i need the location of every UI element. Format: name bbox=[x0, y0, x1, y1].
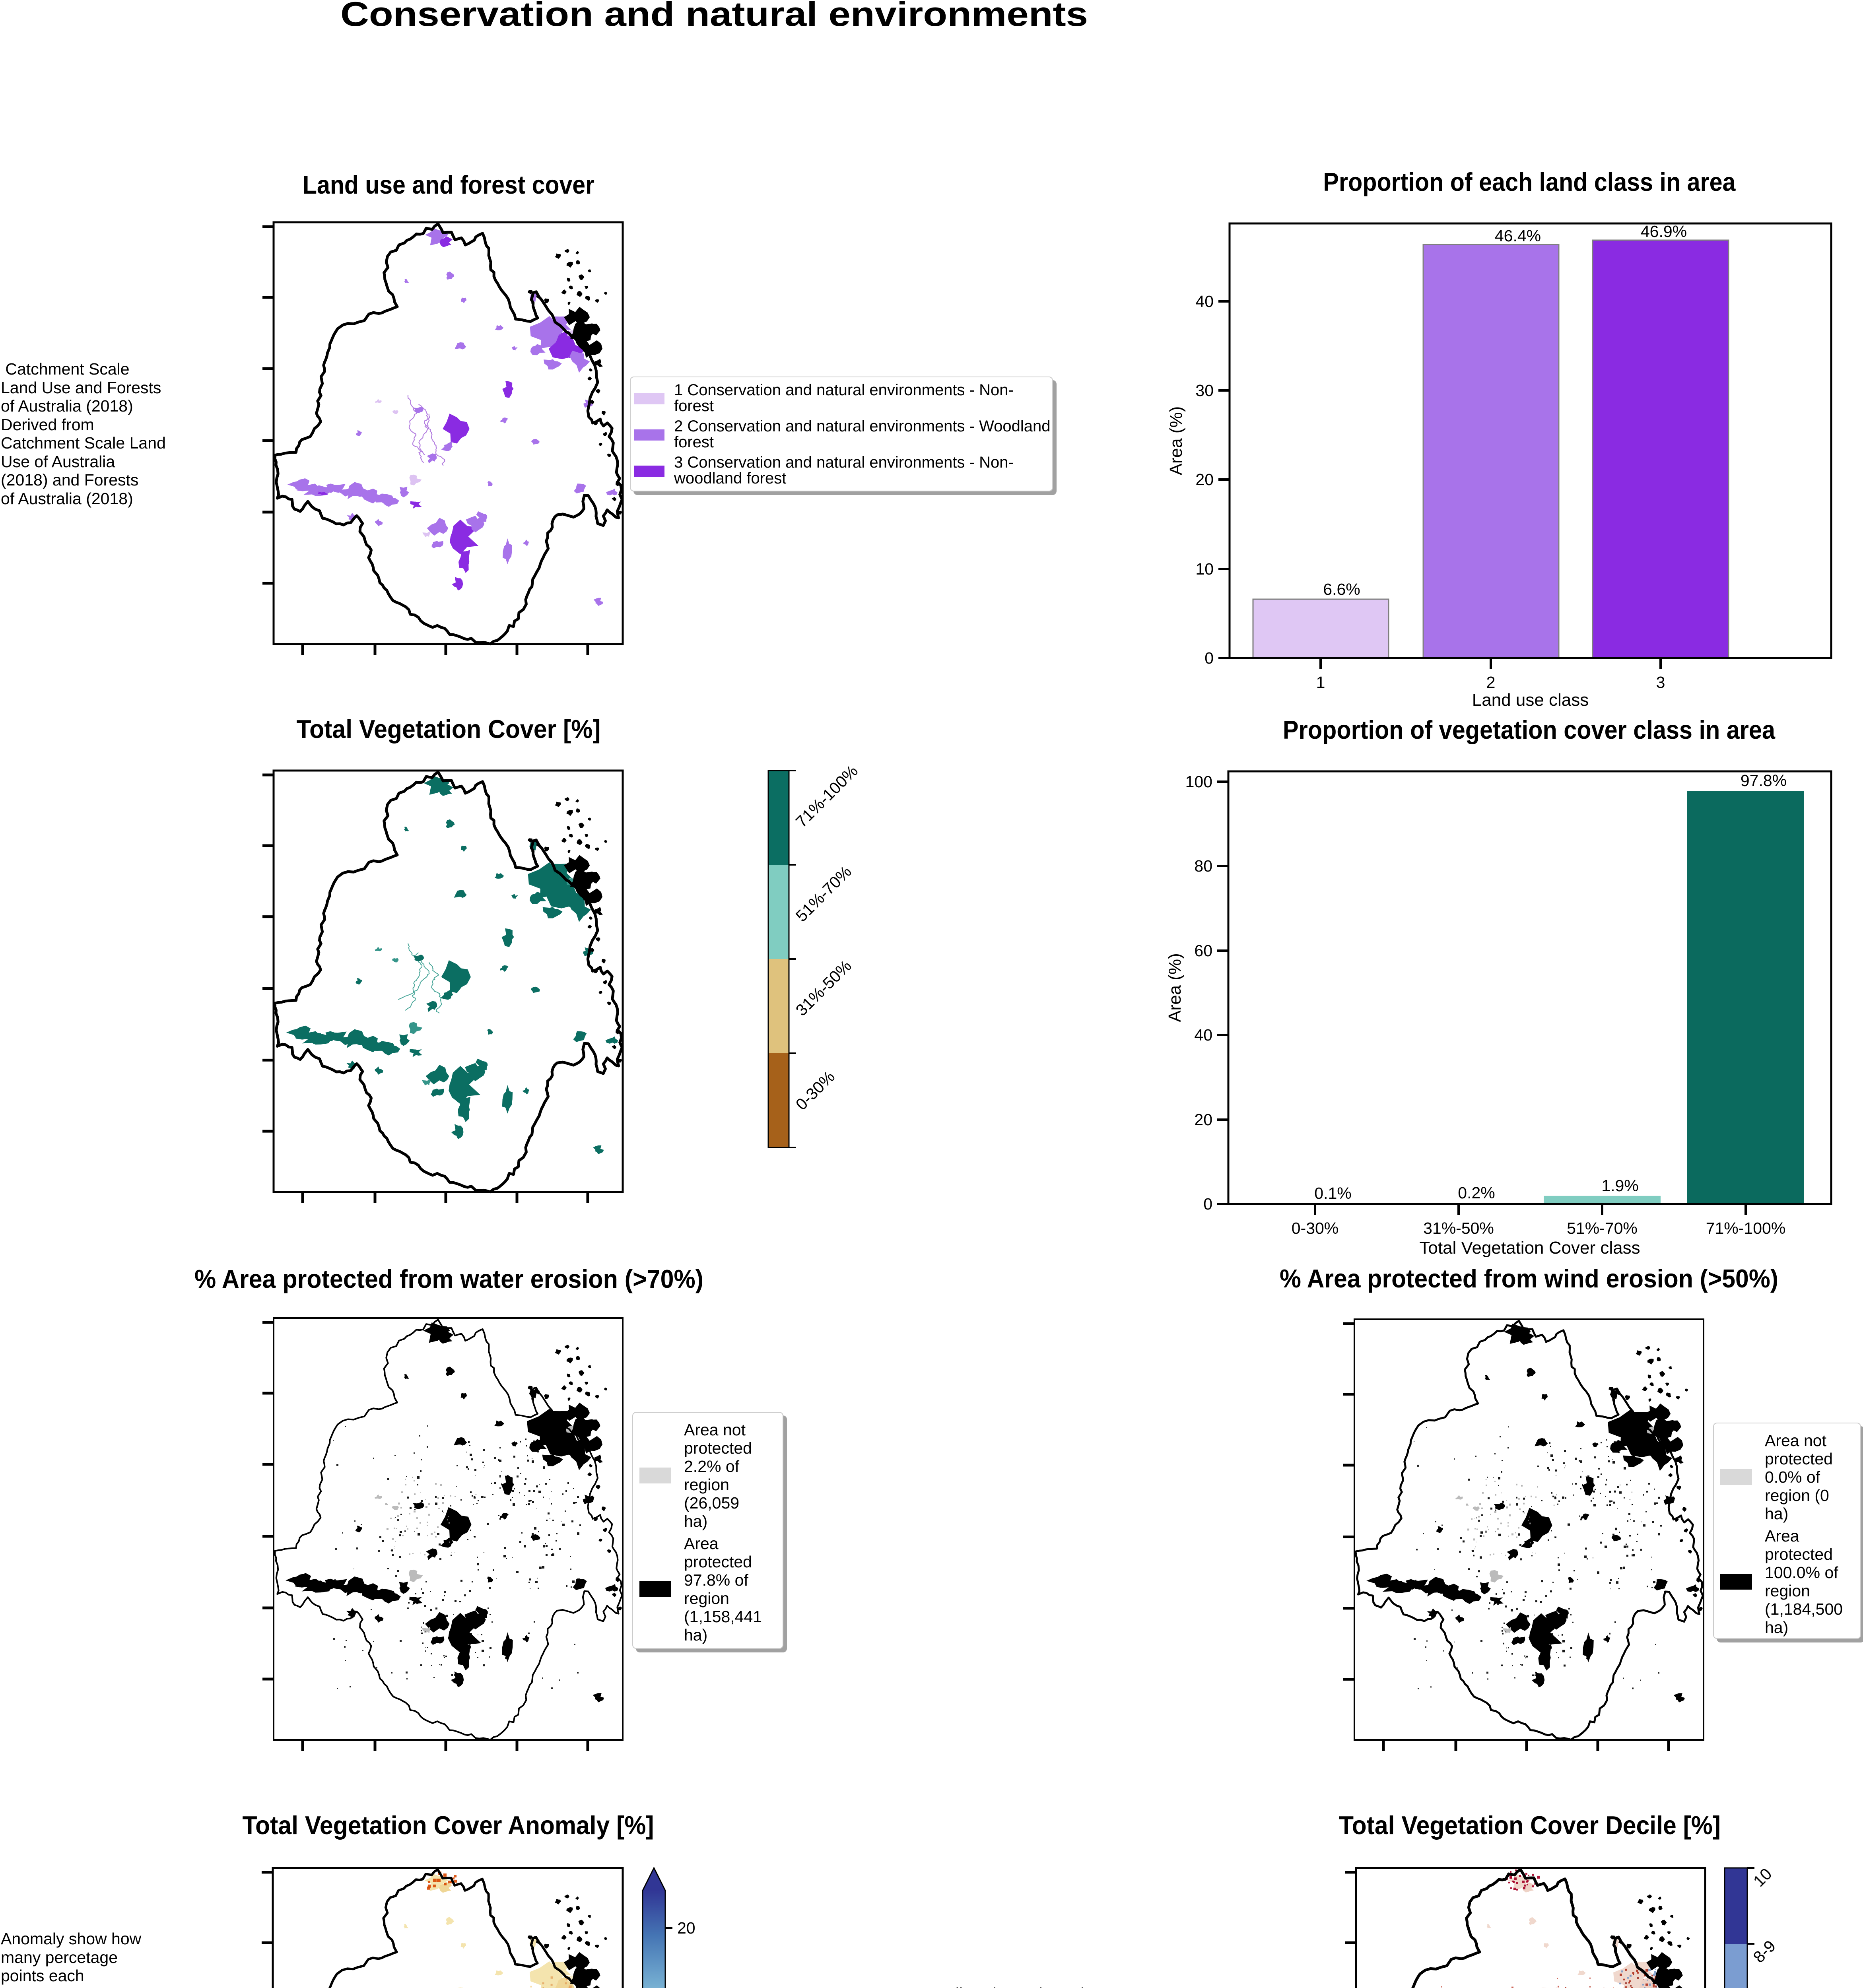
svg-text:1.9%: 1.9% bbox=[1601, 1176, 1638, 1195]
svg-text:Conservation and natural envir: Conservation and natural environments bbox=[340, 0, 1088, 33]
svg-text:Total Vegetation Cover Decile: Total Vegetation Cover Decile [%] bbox=[1339, 1811, 1721, 1840]
svg-text:% Area protected from wind ero: % Area protected from wind erosion (>50%… bbox=[1280, 1264, 1778, 1293]
svg-text:Area (%): Area (%) bbox=[1166, 406, 1186, 476]
svg-text:46.4%: 46.4% bbox=[1495, 227, 1541, 245]
svg-text:40: 40 bbox=[1194, 1026, 1212, 1044]
svg-text:0-30%: 0-30% bbox=[1292, 1219, 1339, 1237]
svg-text:30: 30 bbox=[1195, 381, 1214, 400]
svg-text:46.9%: 46.9% bbox=[1641, 222, 1687, 241]
svg-text:10: 10 bbox=[1195, 560, 1214, 578]
svg-text:Area (%): Area (%) bbox=[1165, 953, 1185, 1022]
svg-text:Total Vegetation Cover [%]: Total Vegetation Cover [%] bbox=[297, 714, 601, 744]
svg-text:60: 60 bbox=[1194, 942, 1212, 960]
svg-text:1: 1 bbox=[1316, 673, 1325, 691]
svg-text:Total Vegetation Cover Anomaly: Total Vegetation Cover Anomaly [%] bbox=[243, 1811, 654, 1840]
svg-text:20: 20 bbox=[677, 1919, 695, 1937]
svg-text:80: 80 bbox=[1194, 857, 1212, 875]
svg-text:0.2%: 0.2% bbox=[1458, 1184, 1495, 1202]
svg-text:0: 0 bbox=[1203, 1195, 1212, 1213]
svg-text:31%-50%: 31%-50% bbox=[1423, 1219, 1494, 1237]
svg-text:20: 20 bbox=[1195, 470, 1214, 489]
svg-text:40: 40 bbox=[1195, 292, 1214, 311]
svg-text:8-9: 8-9 bbox=[1750, 1937, 1779, 1966]
svg-text:97.8%: 97.8% bbox=[1741, 771, 1787, 790]
svg-text:6.6%: 6.6% bbox=[1323, 580, 1360, 598]
svg-text:Land use and forest cover: Land use and forest cover bbox=[303, 170, 594, 199]
svg-text:100: 100 bbox=[1185, 773, 1212, 791]
svg-text:Proportion of vegetation cover: Proportion of vegetation cover class in … bbox=[1283, 715, 1776, 744]
svg-text:Total Vegetation Cover class: Total Vegetation Cover class bbox=[1419, 1238, 1640, 1258]
svg-text:3: 3 bbox=[1656, 673, 1665, 691]
svg-text:0.1%: 0.1% bbox=[1314, 1184, 1351, 1202]
svg-text:Land use class: Land use class bbox=[1472, 690, 1589, 710]
svg-text:Proportion of each land class: Proportion of each land class in area bbox=[1323, 167, 1736, 196]
svg-text:% Area protected from water er: % Area protected from water erosion (>70… bbox=[194, 1264, 703, 1293]
svg-text:0: 0 bbox=[1204, 649, 1214, 667]
svg-text:71%-100%: 71%-100% bbox=[1706, 1219, 1786, 1237]
svg-text:51%-70%: 51%-70% bbox=[1567, 1219, 1638, 1237]
svg-text:2: 2 bbox=[1486, 673, 1496, 691]
svg-text:20: 20 bbox=[1194, 1110, 1212, 1129]
